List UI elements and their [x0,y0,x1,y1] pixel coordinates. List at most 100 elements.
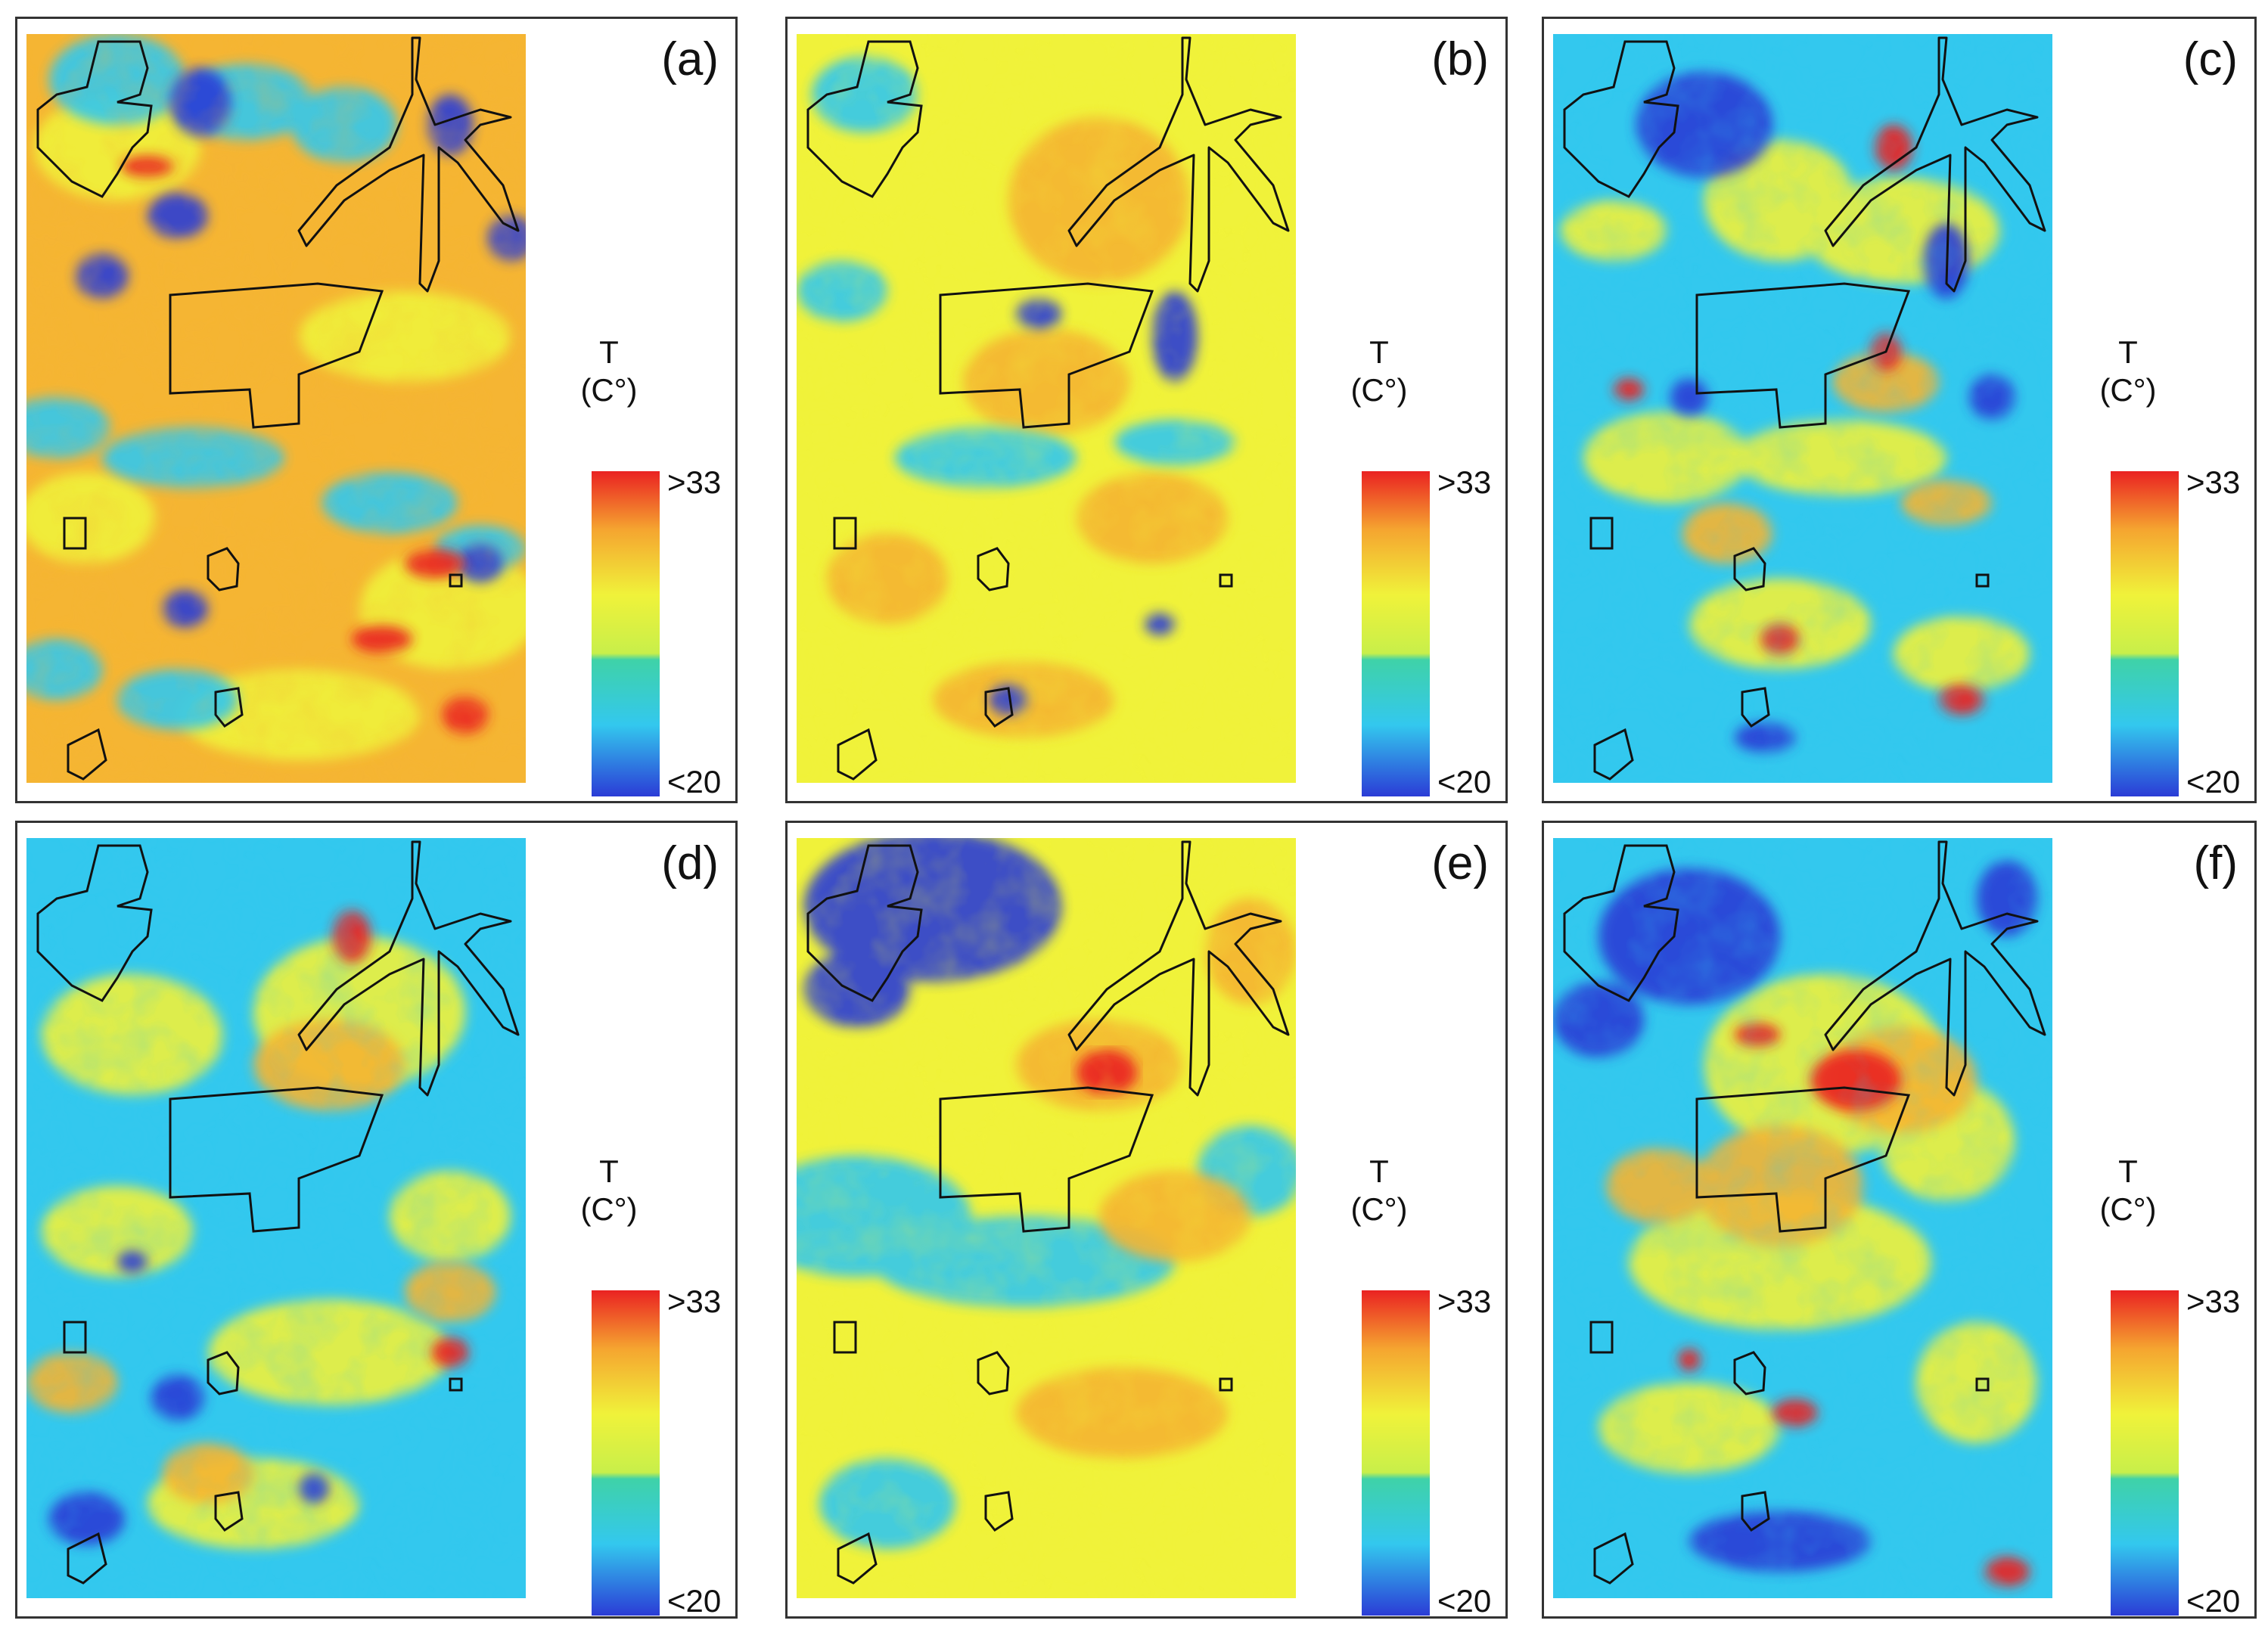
study-area-outline [36,844,153,1002]
map-texture [797,34,1296,783]
map-texture [797,838,1296,1598]
study-area-outline [1563,40,1679,198]
legend-unit: (C°) [1350,372,1408,408]
study-area-outline [833,1321,857,1354]
panel-label: (c) [2183,33,2238,85]
study-area-outline [449,1377,463,1392]
study-area-outline [1975,1377,1990,1392]
study-area-outline [214,1491,244,1532]
panel-e: (e) T (C°) >33 <20 [785,821,1508,1619]
color-legend: T (C°) >33 <20 [2079,334,2241,799]
study-area-outline [1741,1491,1770,1532]
study-area-outline [984,1491,1014,1532]
study-area-outline [977,547,1010,591]
study-area-outline [1593,1532,1634,1585]
study-area-outline [806,40,923,198]
study-area-outline [939,1086,1154,1233]
thermal-map [797,838,1296,1598]
study-area-outline [449,573,463,588]
river-outline [1824,840,2046,1097]
legend-min-label: <20 [667,1583,722,1619]
study-area-outline [214,687,244,728]
study-area-outline [67,728,107,781]
legend-max-label: >33 [667,464,722,500]
legend-max-label: >33 [2186,1284,2241,1319]
legend-unit: (C°) [2099,1191,2157,1227]
thermal-map [26,838,526,1598]
legend-min-label: <20 [2186,764,2241,799]
study-area-outline [984,687,1014,728]
study-area-outline [1563,844,1679,1002]
legend-color-bar [1362,1290,1430,1616]
study-area-outline [1589,1321,1614,1354]
panel-b: (b) T (C°) >33 <20 [785,17,1508,803]
study-area-outline [1219,573,1233,588]
study-area-outline [63,1321,87,1354]
study-area-outline [1219,1377,1233,1392]
color-legend: T (C°) >33 <20 [560,334,722,799]
study-area-outline [1733,547,1766,591]
panel-label: (b) [1431,33,1489,85]
legend-min-label: <20 [667,764,722,799]
legend-min-label: <20 [1437,764,1492,799]
study-area-outline [67,1532,107,1585]
color-legend: T (C°) >33 <20 [560,1153,722,1619]
legend-title: T [1369,334,1389,370]
panel-a: (a) T (C°) >33 <20 [15,17,738,803]
thermal-map [1553,838,2052,1598]
study-area-outline [1593,728,1634,781]
panel-label: (d) [661,837,719,889]
legend-unit: (C°) [2099,372,2157,408]
river-outline [297,36,520,293]
legend-color-bar [592,1290,660,1616]
legend-color-bar [2111,471,2179,796]
legend-color-bar [592,471,660,796]
legend-title: T [599,334,619,370]
study-area-outline [63,517,87,550]
study-area-outline [207,1351,240,1395]
study-area-outline [833,517,857,550]
legend-color-bar [1362,471,1430,796]
thermal-map [1553,34,2052,783]
legend-title: T [2118,1153,2138,1189]
panel-label: (a) [661,33,719,85]
legend-max-label: >33 [2186,464,2241,500]
panel-d: (d) T (C°) >33 <20 [15,821,738,1619]
map-texture [26,34,526,783]
study-area-outline [1733,1351,1766,1395]
thermal-map [797,34,1296,783]
color-legend: T (C°) >33 <20 [2079,1153,2241,1619]
legend-min-label: <20 [1437,1583,1492,1619]
study-area-outline [1695,1086,1911,1233]
study-area-outline [169,1086,384,1233]
study-area-outline [1589,517,1614,550]
map-texture [1553,838,2052,1598]
panel-f: (f) T (C°) >33 <20 [1542,821,2257,1619]
study-area-outline [806,844,923,1002]
legend-min-label: <20 [2186,1583,2241,1619]
river-outline [1824,36,2046,293]
legend-unit: (C°) [580,372,638,408]
color-legend: T (C°) >33 <20 [1330,1156,1492,1619]
panel-label: (f) [2193,837,2238,889]
legend-color-bar [2111,1290,2179,1616]
legend-unit: (C°) [580,1191,638,1227]
study-area-outline [169,282,384,429]
river-outline [1067,840,1290,1097]
legend-title: T [599,1153,619,1189]
study-area-outline [837,728,878,781]
study-area-outline [207,547,240,591]
legend-unit: (C°) [1350,1191,1408,1227]
study-area-outline [36,40,153,198]
study-area-outline [977,1351,1010,1395]
legend-title: T [2118,334,2138,370]
map-texture [1553,34,2052,783]
panel-c: (c) T (C°) >33 <20 [1542,17,2257,803]
legend-max-label: >33 [1437,1284,1492,1319]
map-texture [26,838,526,1598]
study-area-outline [1975,573,1990,588]
panel-label: (e) [1431,837,1489,889]
study-area-outline [1741,687,1770,728]
study-area-outline [1695,282,1911,429]
legend-max-label: >33 [667,1284,722,1319]
